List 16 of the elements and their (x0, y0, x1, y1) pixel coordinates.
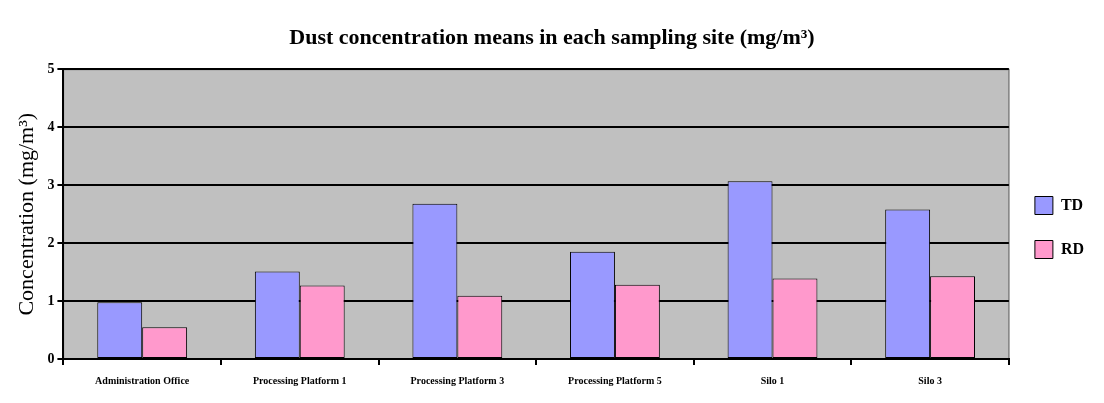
y-tick-label: 3 (47, 176, 55, 192)
y-tick-label: 4 (47, 118, 55, 134)
chart-title: Dust concentration means in each sampling site (mg/m³) (288, 23, 816, 51)
y-axis-title: Concentration (mg/m³) (12, 112, 38, 316)
legend-label: RD (1060, 239, 1084, 257)
x-tick-label: Processing Platform 1 (252, 374, 347, 386)
y-tick-label: 1 (47, 292, 55, 308)
x-tick-label: Administration Office (95, 374, 190, 386)
x-tick-label: Processing Platform 3 (410, 374, 505, 386)
legend-label: TD (1060, 195, 1084, 213)
x-tick-label: Processing Platform 5 (568, 374, 662, 386)
y-tick-label: 2 (47, 234, 55, 250)
y-tick-label: 0 (47, 350, 55, 366)
x-tick-label: Silo 3 (918, 374, 942, 386)
x-tick-label: Silo 1 (760, 374, 785, 386)
y-tick-label: 5 (47, 61, 55, 77)
